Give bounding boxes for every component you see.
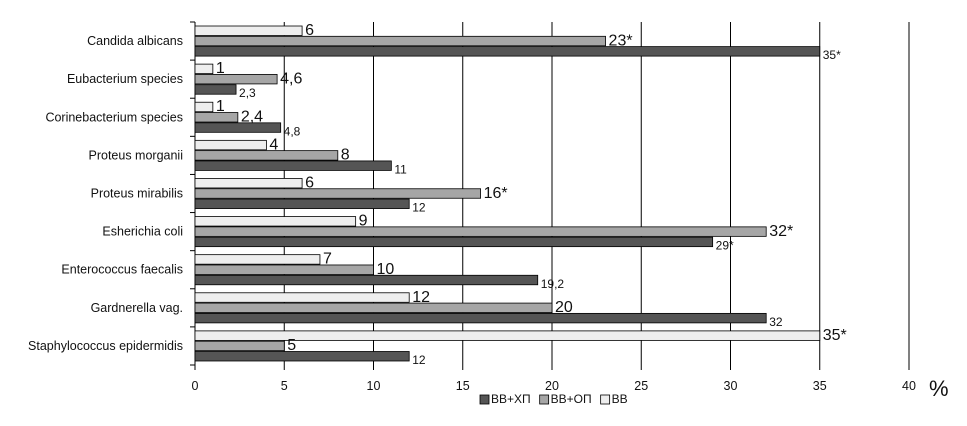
category-label: Candida albicans [87, 34, 183, 48]
data-label: 32 [769, 315, 783, 329]
bar-вв [194, 254, 321, 265]
data-label: 29* [716, 239, 734, 253]
data-label: 19,2 [541, 277, 565, 291]
data-label: 7 [323, 251, 332, 268]
x-tick-label: 35 [813, 379, 827, 393]
bar-вв [194, 101, 214, 113]
bar-вв [194, 178, 303, 189]
bar-вв-хп [194, 46, 821, 57]
data-label: 6 [305, 174, 314, 191]
x-tick-label: 40 [902, 379, 916, 393]
category-label: Proteus morganii [89, 148, 184, 162]
data-label: 10 [377, 261, 395, 278]
data-label: 4 [269, 136, 278, 153]
bar-вв-оп [194, 226, 767, 237]
data-label: 6 [305, 22, 314, 39]
bar-вв-хп [194, 312, 767, 324]
category-label: Gardnerella vag. [91, 301, 183, 315]
x-tick-label: 25 [634, 379, 648, 393]
data-label: 12 [412, 201, 426, 215]
data-label: 12 [412, 353, 426, 367]
bar-вв-хп [194, 160, 392, 171]
legend-label: ВВ+ОП [551, 392, 592, 406]
data-label: 35* [823, 327, 847, 344]
x-tick-label: 0 [192, 379, 199, 393]
data-label: 12 [412, 289, 430, 306]
data-label: 32* [769, 223, 793, 240]
data-label: 23* [609, 32, 633, 49]
bar-вв-хп [194, 236, 714, 248]
bar-вв [194, 216, 357, 227]
category-label: Corinebacterium species [45, 110, 183, 124]
data-label: 9 [359, 213, 368, 230]
data-label: 5 [287, 337, 296, 354]
bar-вв-оп [194, 302, 553, 313]
bar-вв [194, 330, 821, 341]
data-label: 4,8 [284, 124, 301, 138]
bar-вв-оп [194, 112, 239, 123]
bar-вв-оп [194, 340, 285, 352]
data-label: 1 [216, 60, 225, 77]
bar-вв [194, 25, 303, 36]
x-tick-label: 5 [281, 379, 288, 393]
legend-swatch [600, 394, 611, 405]
bar-вв-хп [194, 84, 237, 95]
bar-вв-оп [194, 35, 606, 47]
x-tick-label: 20 [545, 379, 559, 393]
bar-вв-оп [194, 150, 339, 161]
x-tick-label: 30 [724, 379, 738, 393]
bar-вв-хп [194, 198, 410, 209]
legend-label: ВВ+ХП [491, 392, 531, 406]
legend-swatch [539, 394, 550, 405]
category-label: Enterococcus faecalis [61, 263, 183, 277]
bar-вв [194, 63, 214, 75]
data-label: 8 [341, 147, 350, 164]
data-label: 4,6 [280, 70, 302, 87]
bar-вв-хп [194, 351, 410, 362]
bar-вв-хп [194, 274, 539, 286]
x-tick-label: 15 [456, 379, 470, 393]
category-label: Esherichia coli [102, 225, 183, 239]
bar-вв-оп [194, 188, 482, 199]
bar-вв [194, 292, 410, 303]
data-label: 2,4 [241, 109, 263, 126]
data-label: 11 [394, 162, 407, 176]
bar-вв-оп [194, 74, 278, 85]
data-label: 1 [216, 98, 225, 115]
data-label: 35* [823, 48, 841, 62]
legend-label: ВВ [612, 392, 628, 406]
x-tick-label: 10 [367, 379, 381, 393]
category-label: Proteus mirabilis [91, 187, 183, 201]
data-label: 20 [555, 299, 573, 316]
category-label: Staphylococcus epidermidis [28, 339, 183, 353]
bar-вв-хп [194, 122, 282, 133]
data-label: 2,3 [239, 86, 256, 100]
bar-вв [194, 139, 267, 151]
bar-вв-оп [194, 264, 374, 275]
data-label: 16* [484, 185, 508, 202]
legend-swatch [479, 394, 490, 405]
category-label: Eubacterium species [67, 72, 183, 86]
x-unit-label: % [929, 376, 949, 401]
